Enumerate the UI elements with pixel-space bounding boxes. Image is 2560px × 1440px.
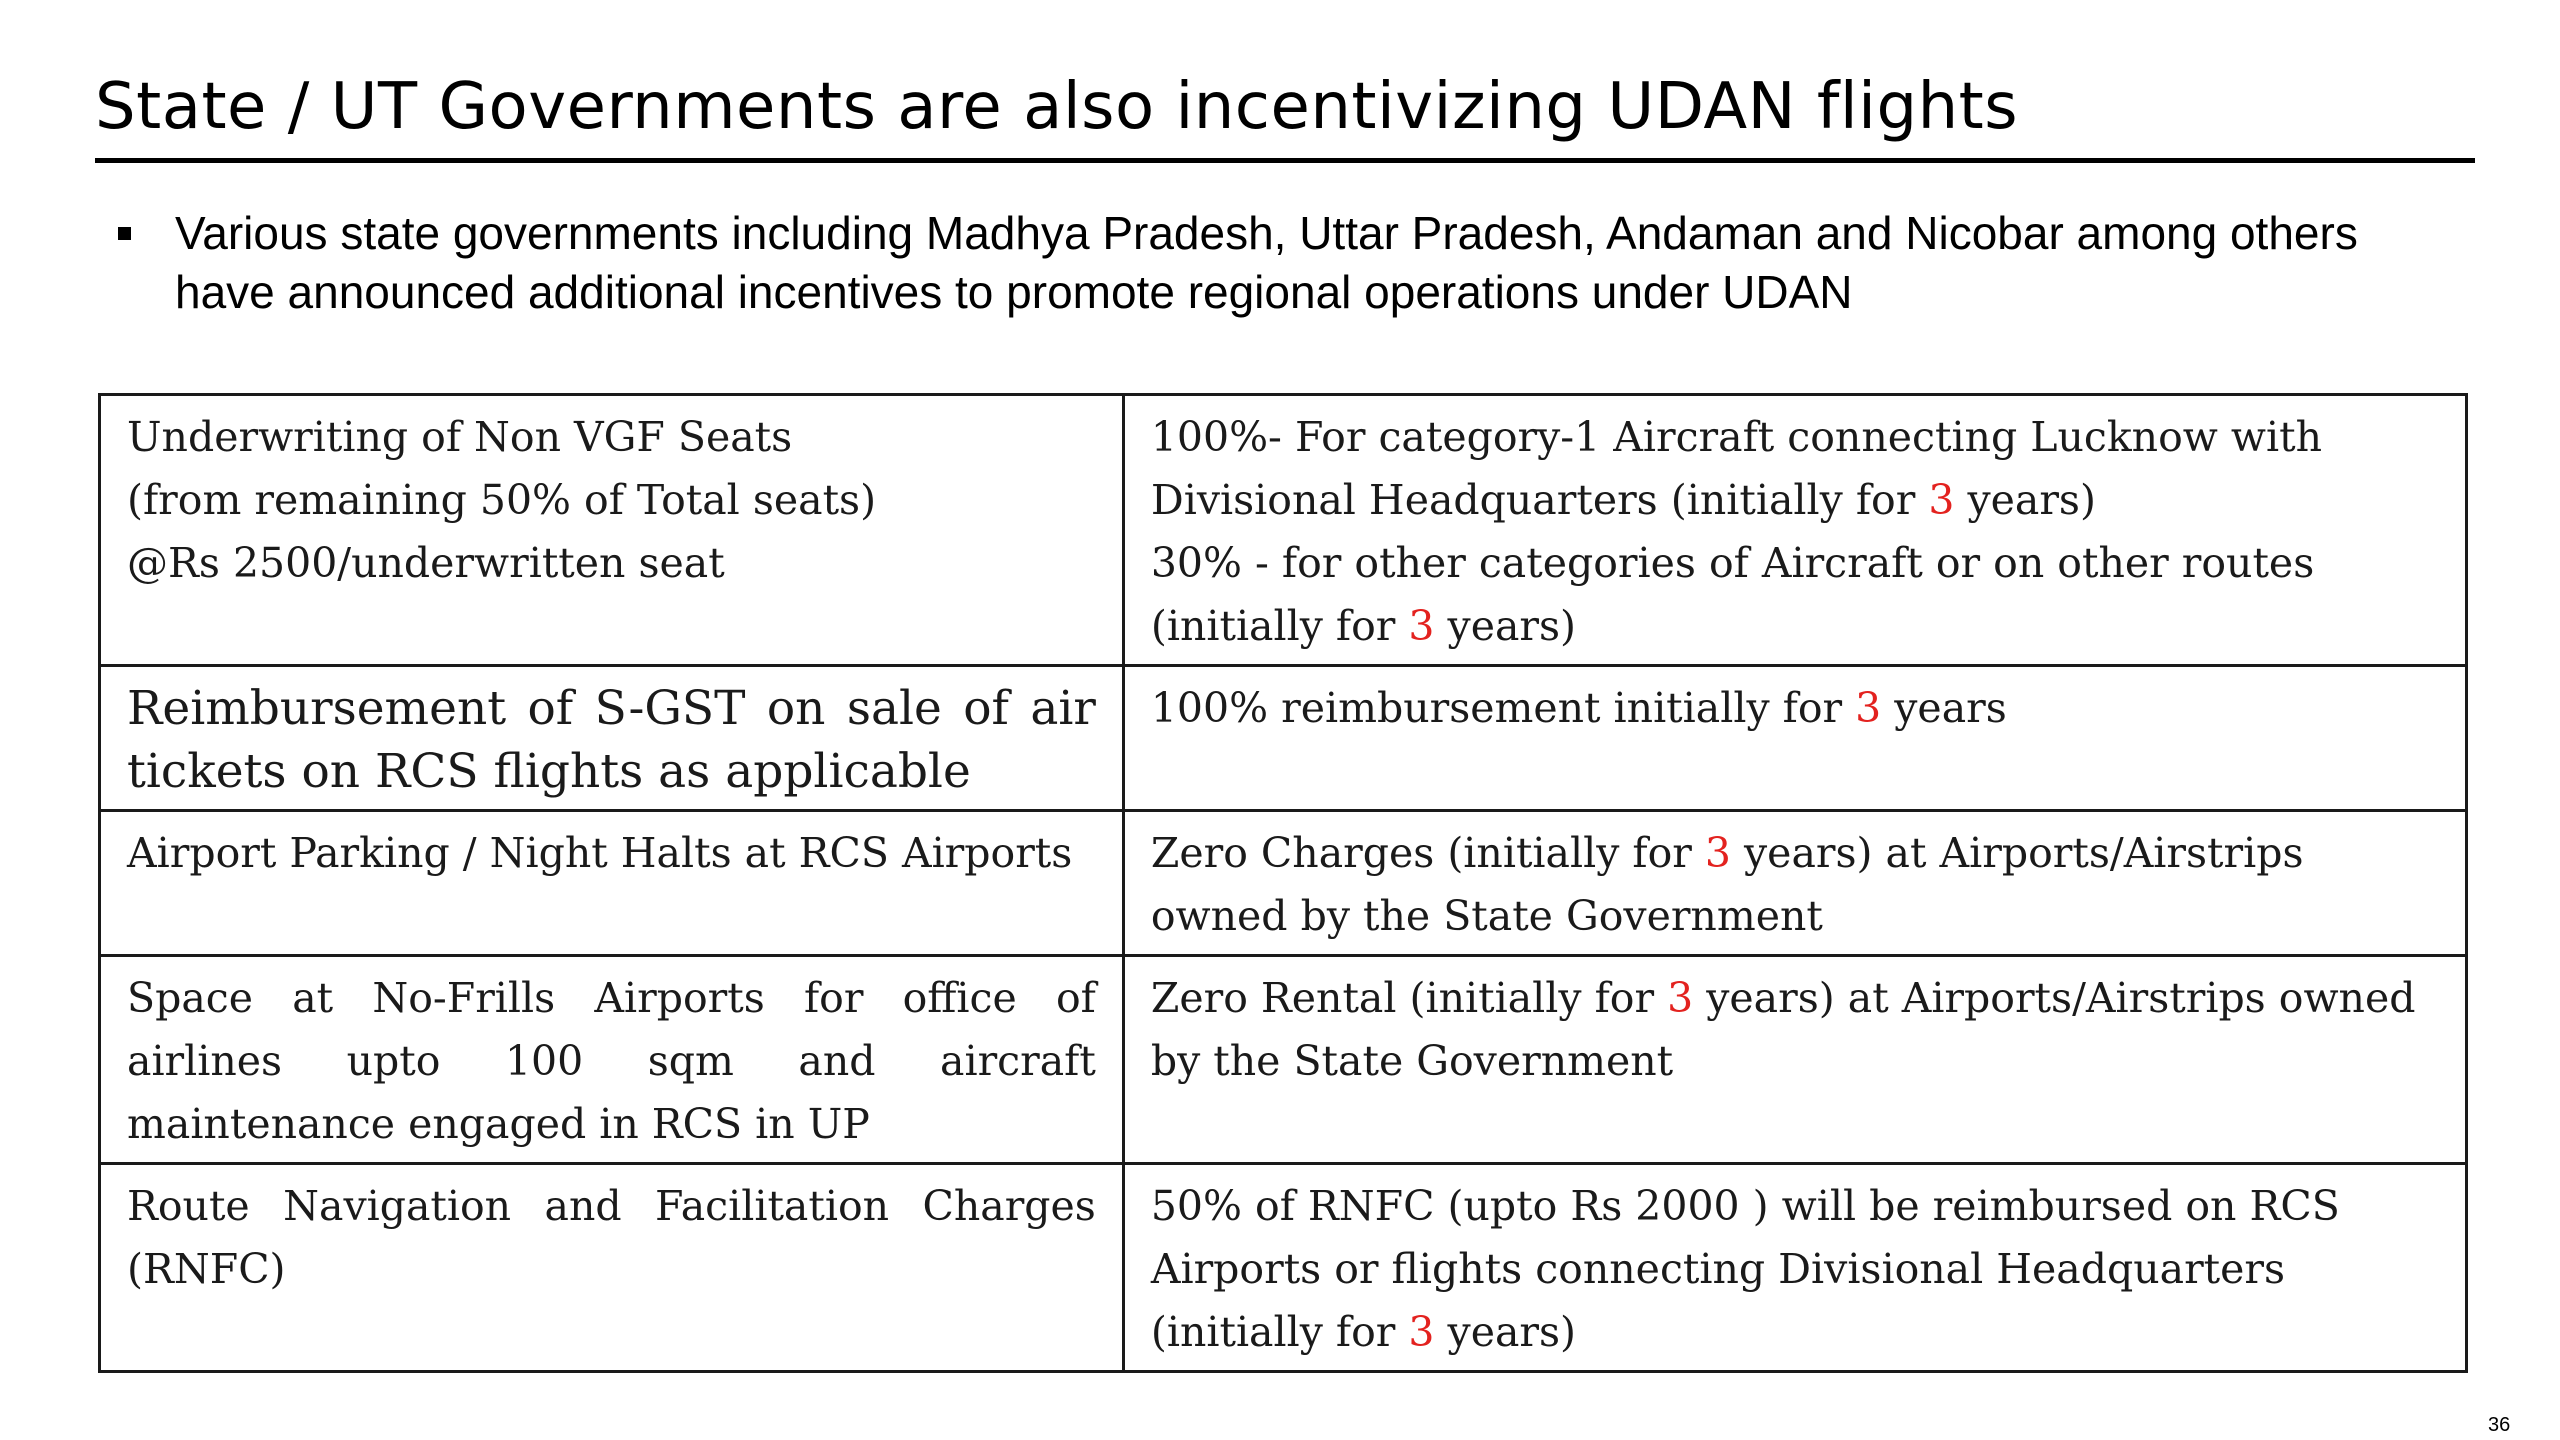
- incentive-type-cell: Space at No-Frills Airports for office o…: [98, 954, 1125, 1165]
- bullet-text: Various state governments including Madh…: [175, 207, 2358, 318]
- table-row: Airport Parking / Night Halts at RCS Air…: [98, 809, 2469, 957]
- incentive-detail-cell: Zero Rental (initially for 3 years) at A…: [1121, 954, 2469, 1165]
- highlight-number: 3: [1408, 602, 1435, 650]
- table-row: Reimbursement of S-GST on sale of air ti…: [98, 664, 2469, 812]
- incentives-table: Underwriting of Non VGF Seats (from rema…: [98, 393, 2469, 1373]
- incentive-detail-cell: 50% of RNFC (upto Rs 2000 ) will be reim…: [1121, 1162, 2469, 1373]
- cell-text: 50% of RNFC (upto Rs 2000 ) will be reim…: [1150, 1182, 2340, 1356]
- highlight-number: 3: [1408, 1308, 1435, 1356]
- table-row: Underwriting of Non VGF Seats (from rema…: [98, 393, 2469, 667]
- cell-text: years): [1954, 476, 2096, 524]
- page-number: 36: [2488, 1414, 2511, 1436]
- table-row: Space at No-Frills Airports for office o…: [98, 954, 2469, 1165]
- table-row: Route Navigation and Facilitation Charge…: [98, 1162, 2469, 1373]
- incentive-detail-cell: 100%- For category-1 Aircraft connecting…: [1121, 393, 2469, 667]
- incentive-detail-cell: Zero Charges (initially for 3 years) at …: [1121, 809, 2469, 957]
- cell-text: Zero Rental (initially for: [1150, 974, 1668, 1022]
- cell-text: Divisional Headquarters (initially for: [1150, 476, 1929, 524]
- cell-text: years) at Airports/Airstrips owned by th…: [1150, 974, 2416, 1085]
- incentive-type-cell: Underwriting of Non VGF Seats (from rema…: [98, 393, 1125, 667]
- slide-title: State / UT Governments are also incentiv…: [95, 70, 2019, 144]
- highlight-number: 3: [1855, 684, 1882, 732]
- cell-line: 30% - for other categories of Aircraft o…: [1150, 539, 2315, 587]
- cell-text: years): [1434, 1308, 1577, 1356]
- highlight-number: 3: [1667, 974, 1694, 1022]
- bullet-point: Various state governments including Madh…: [118, 204, 2418, 322]
- cell-text: years) at Airports/Airstrips owned by th…: [1150, 829, 2304, 940]
- cell-line: 100%- For category-1 Aircraft connecting…: [1150, 413, 2322, 461]
- cell-line: Underwriting of Non VGF Seats: [127, 413, 793, 461]
- incentive-type-cell: Reimbursement of S-GST on sale of air ti…: [98, 664, 1125, 812]
- highlight-number: 3: [1928, 476, 1955, 524]
- cell-line: @Rs 2500/underwritten seat: [127, 539, 725, 587]
- incentive-detail-cell: 100% reimbursement initially for 3 years: [1121, 664, 2469, 812]
- highlight-number: 3: [1704, 829, 1731, 877]
- square-bullet-icon: [118, 227, 131, 240]
- title-divider: [95, 158, 2475, 163]
- cell-text: (initially for: [1150, 602, 1409, 650]
- incentive-type-cell: Route Navigation and Facilitation Charge…: [98, 1162, 1125, 1373]
- cell-line: (from remaining 50% of Total seats): [127, 476, 877, 524]
- cell-text: years: [1881, 684, 2007, 732]
- cell-text: 100% reimbursement initially for: [1150, 684, 1856, 732]
- cell-text: years): [1434, 602, 1577, 650]
- cell-text: Zero Charges (initially for: [1150, 829, 1705, 877]
- incentive-type-cell: Airport Parking / Night Halts at RCS Air…: [98, 809, 1125, 957]
